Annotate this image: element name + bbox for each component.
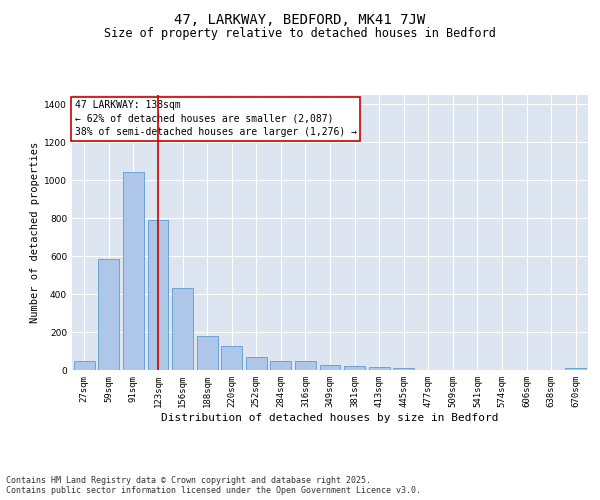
Bar xyxy=(344,366,365,370)
Bar xyxy=(74,360,95,370)
Bar xyxy=(172,288,193,370)
Bar xyxy=(393,368,414,370)
Bar xyxy=(368,367,389,370)
Bar xyxy=(295,360,316,370)
Bar xyxy=(98,259,119,370)
Bar xyxy=(565,368,586,370)
Text: 47 LARKWAY: 138sqm
← 62% of detached houses are smaller (2,087)
38% of semi-deta: 47 LARKWAY: 138sqm ← 62% of detached hou… xyxy=(74,100,356,137)
Bar xyxy=(123,172,144,370)
Y-axis label: Number of detached properties: Number of detached properties xyxy=(30,142,40,323)
Bar xyxy=(320,366,340,370)
Bar xyxy=(221,346,242,370)
Bar xyxy=(197,336,218,370)
Bar xyxy=(148,220,169,370)
Text: Size of property relative to detached houses in Bedford: Size of property relative to detached ho… xyxy=(104,28,496,40)
Bar xyxy=(271,360,292,370)
X-axis label: Distribution of detached houses by size in Bedford: Distribution of detached houses by size … xyxy=(161,412,499,422)
Text: 47, LARKWAY, BEDFORD, MK41 7JW: 47, LARKWAY, BEDFORD, MK41 7JW xyxy=(175,12,425,26)
Text: Contains HM Land Registry data © Crown copyright and database right 2025.
Contai: Contains HM Land Registry data © Crown c… xyxy=(6,476,421,495)
Bar xyxy=(246,356,267,370)
